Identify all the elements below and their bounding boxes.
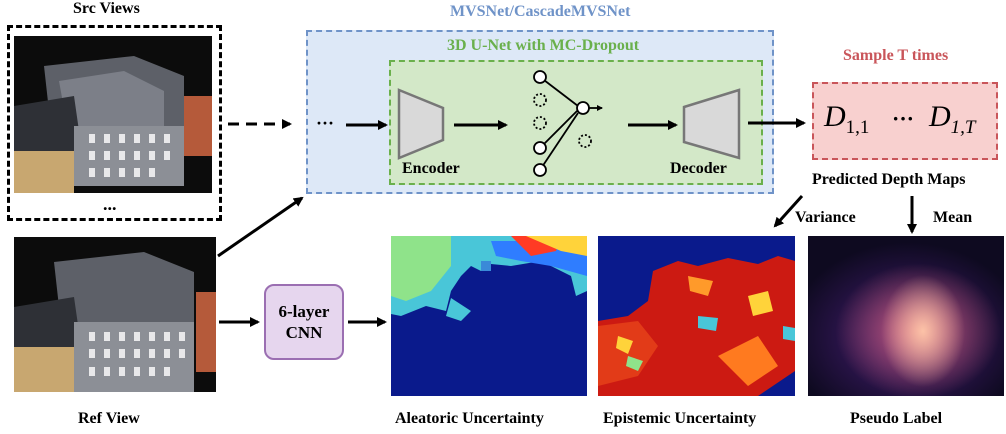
sample-d-last: D1,T bbox=[929, 100, 976, 139]
src-views-ellipsis: ... bbox=[103, 194, 117, 214]
epistemic-map bbox=[598, 236, 795, 396]
pseudo-label-map bbox=[808, 236, 1004, 396]
cnn-box: 6-layer CNN bbox=[264, 284, 344, 360]
aleatoric-label: Aleatoric Uncertainty bbox=[395, 410, 544, 427]
sample-d-first: D1,1 bbox=[824, 100, 869, 139]
aleatoric-map bbox=[391, 236, 587, 396]
network-outer-title: MVSNet/CascadeMVSNet bbox=[450, 3, 631, 20]
sample-middle-ellipsis: ··· bbox=[892, 106, 915, 131]
cnn-line2: CNN bbox=[285, 323, 323, 342]
ref-view-image bbox=[14, 237, 216, 392]
mean-label: Mean bbox=[933, 209, 973, 226]
sampling-title: Sample T times bbox=[843, 47, 949, 64]
src-views-title: Src Views bbox=[73, 0, 140, 17]
predicted-depth-maps-label: Predicted Depth Maps bbox=[812, 171, 966, 188]
src-view-image bbox=[14, 36, 212, 193]
src-views-box bbox=[7, 25, 222, 221]
sample-d-first-sub: 1,1 bbox=[845, 117, 870, 138]
arrow-ref-to-network bbox=[217, 196, 304, 258]
network-inner-title: 3D U-Net with MC-Dropout bbox=[447, 37, 640, 54]
cnn-line1: 6-layer bbox=[278, 302, 330, 321]
sampling-box bbox=[812, 82, 998, 160]
ref-view-title: Ref View bbox=[78, 410, 140, 427]
sample-d-first-base: D bbox=[824, 100, 846, 133]
pseudo-label-label: Pseudo Label bbox=[850, 410, 943, 427]
sample-d-last-base: D bbox=[929, 100, 951, 133]
variance-label: Variance bbox=[795, 209, 856, 226]
encoder-label: Encoder bbox=[402, 160, 460, 177]
decoder-label: Decoder bbox=[670, 160, 727, 177]
network-ellipsis: ··· bbox=[316, 113, 335, 133]
sample-d-last-sub: 1,T bbox=[950, 117, 976, 138]
epistemic-label: Epistemic Uncertainty bbox=[603, 410, 757, 427]
